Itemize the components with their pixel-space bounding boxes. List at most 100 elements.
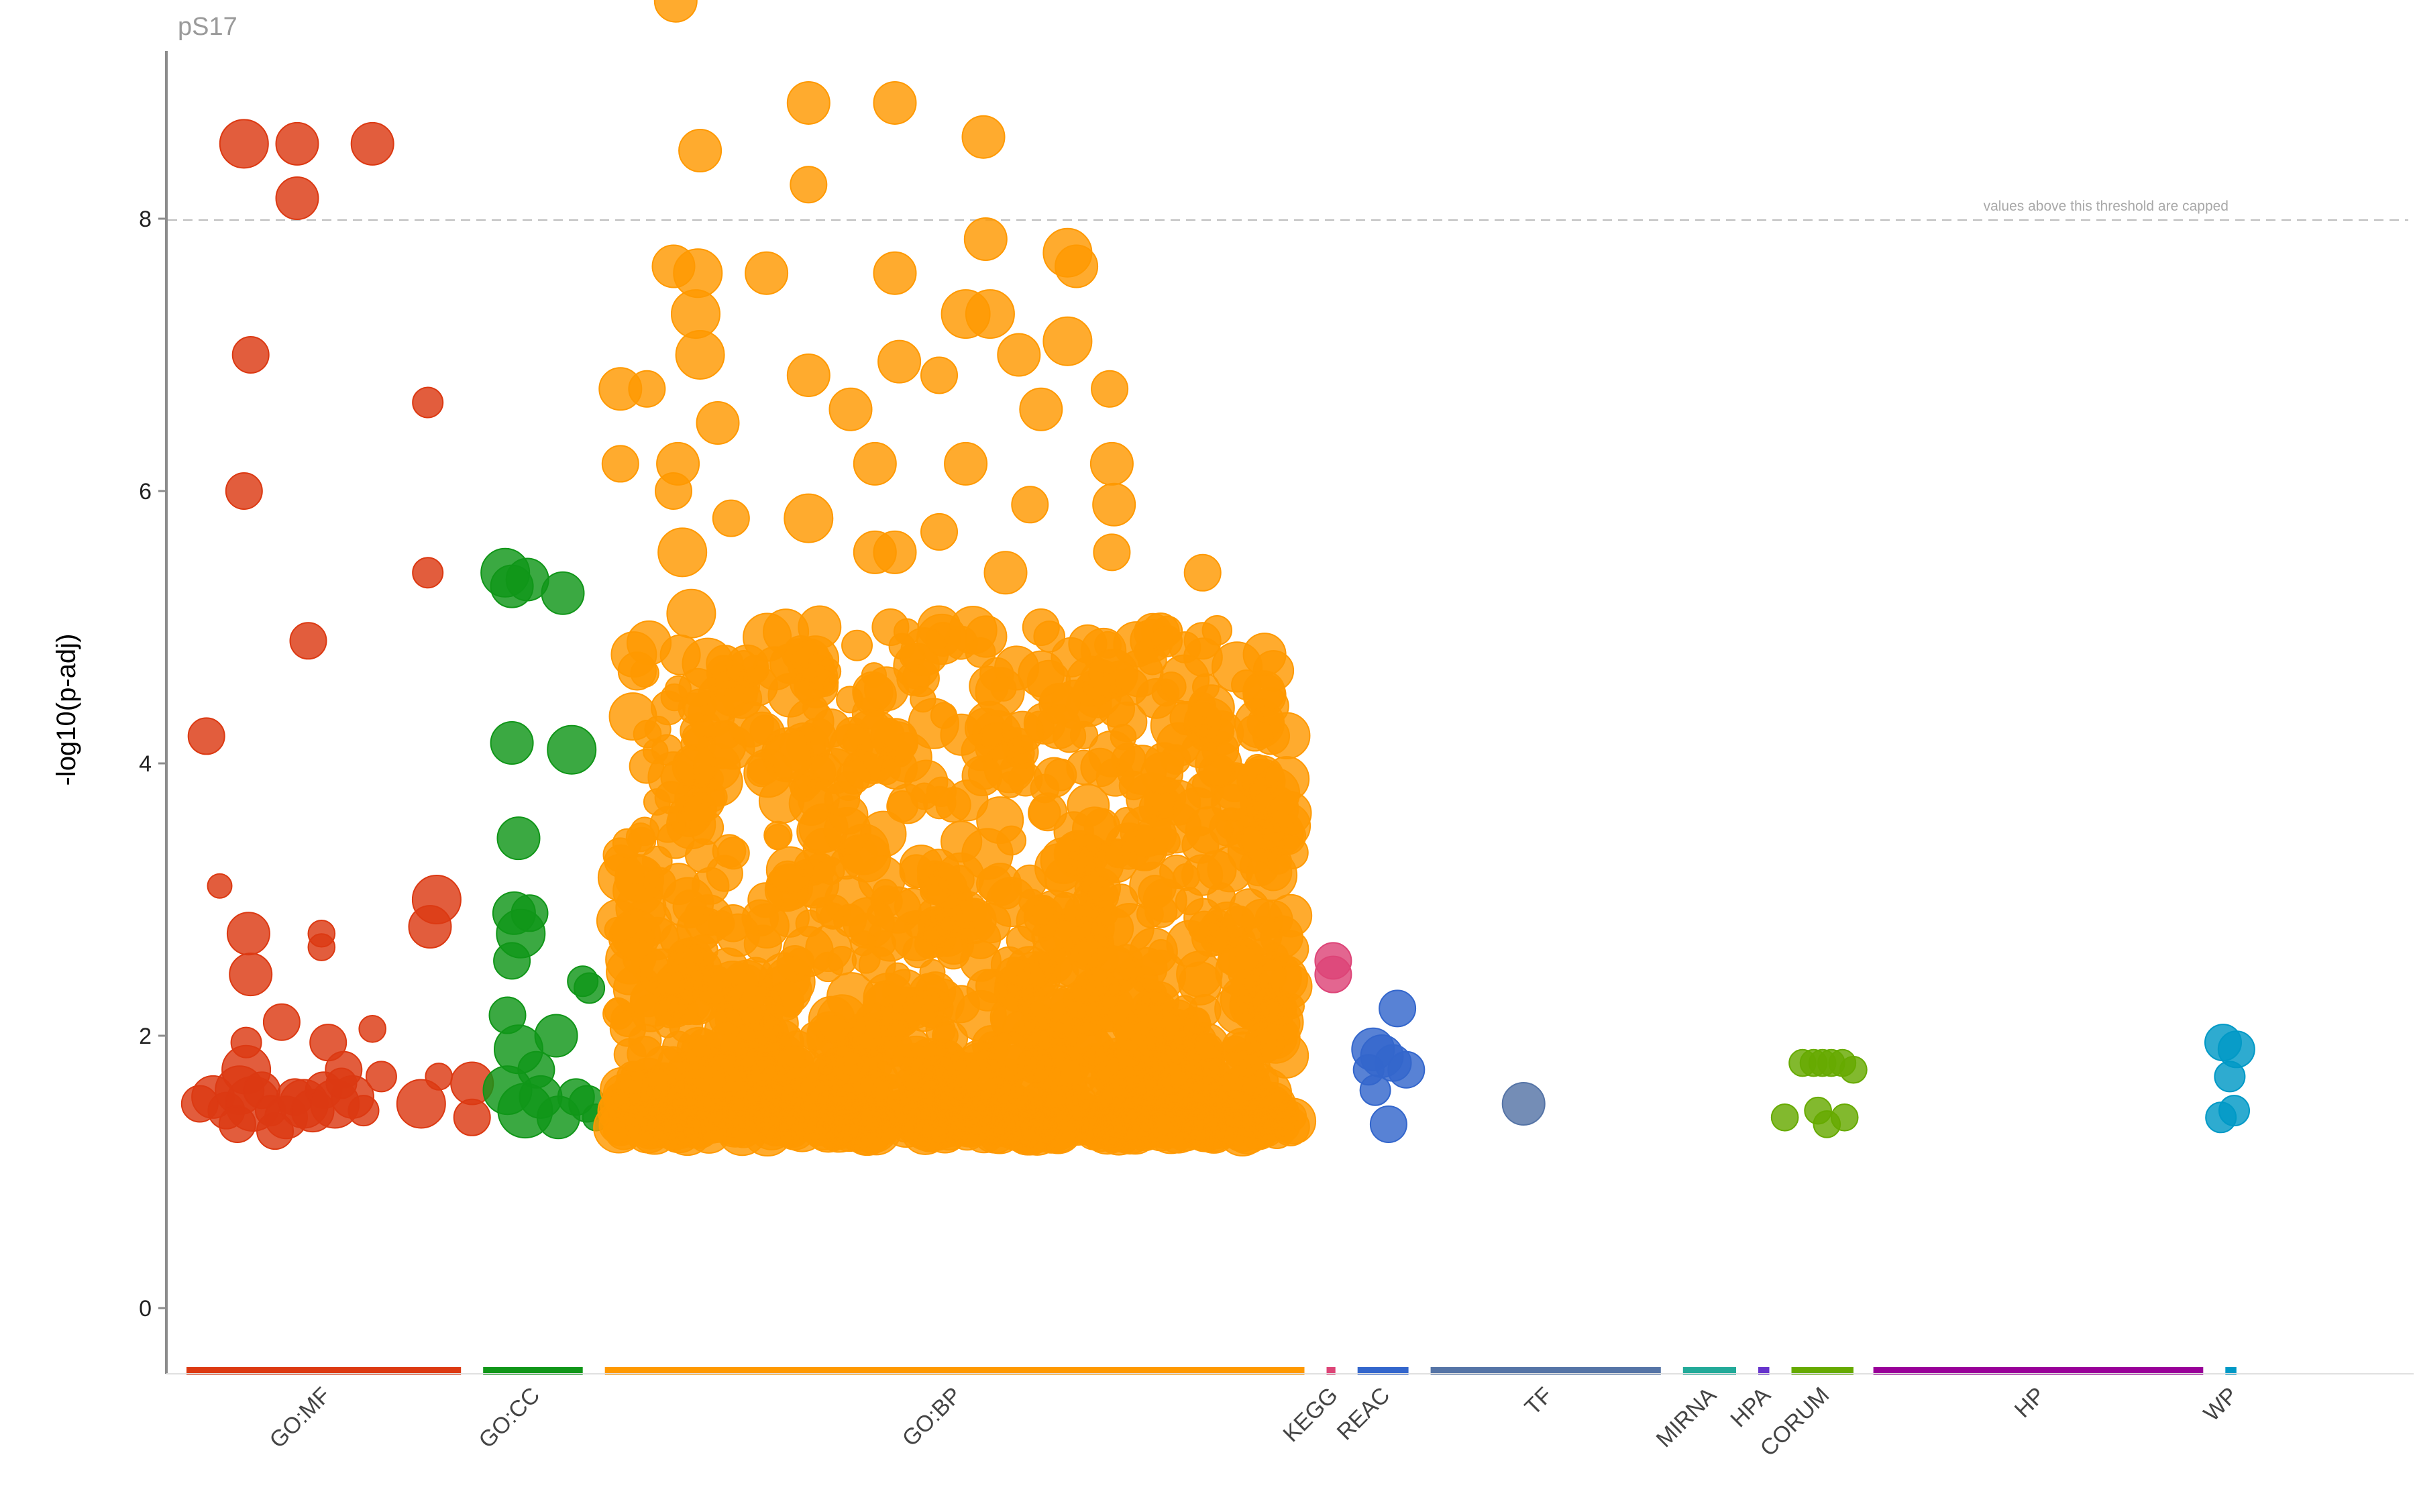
point[interactable] — [930, 901, 965, 935]
point[interactable] — [666, 588, 716, 639]
point[interactable] — [412, 386, 444, 419]
point[interactable] — [1830, 1103, 1859, 1132]
point[interactable] — [1144, 776, 1187, 819]
point[interactable] — [1001, 710, 1044, 754]
point[interactable] — [863, 666, 909, 712]
point[interactable] — [873, 530, 917, 574]
point[interactable] — [1059, 1053, 1100, 1095]
point[interactable] — [453, 1098, 491, 1136]
point[interactable] — [920, 512, 958, 551]
point[interactable] — [727, 701, 774, 748]
point[interactable] — [963, 217, 1008, 261]
point[interactable] — [1066, 978, 1112, 1023]
point[interactable] — [805, 925, 852, 973]
point[interactable] — [511, 894, 549, 932]
point[interactable] — [919, 875, 950, 906]
point[interactable] — [631, 993, 670, 1032]
point[interactable] — [1352, 1054, 1385, 1086]
point[interactable] — [596, 899, 640, 943]
point[interactable] — [325, 1067, 358, 1099]
point[interactable] — [712, 499, 750, 537]
point[interactable] — [1042, 316, 1093, 366]
point[interactable] — [832, 1099, 881, 1150]
point[interactable] — [1215, 945, 1267, 997]
point[interactable] — [786, 80, 830, 125]
point[interactable] — [910, 686, 936, 713]
point[interactable] — [275, 176, 319, 221]
point[interactable] — [1242, 670, 1286, 714]
point[interactable] — [1026, 1054, 1062, 1090]
point[interactable] — [976, 865, 1012, 902]
point[interactable] — [743, 612, 792, 662]
point[interactable] — [1152, 615, 1183, 647]
point[interactable] — [914, 928, 945, 959]
point[interactable] — [944, 441, 988, 486]
point[interactable] — [1033, 620, 1066, 653]
point[interactable] — [776, 945, 814, 983]
point[interactable] — [1770, 1103, 1799, 1132]
point[interactable] — [941, 820, 983, 863]
point[interactable] — [745, 251, 789, 295]
point[interactable] — [1110, 667, 1149, 706]
point[interactable] — [880, 1002, 918, 1039]
point[interactable] — [2218, 1095, 2250, 1127]
point[interactable] — [231, 336, 270, 374]
point[interactable] — [262, 1003, 301, 1041]
point[interactable] — [782, 638, 815, 671]
point[interactable] — [724, 980, 773, 1030]
point[interactable] — [1188, 993, 1222, 1028]
point[interactable] — [965, 289, 1015, 339]
point[interactable] — [1195, 740, 1242, 788]
point[interactable] — [886, 790, 918, 822]
point[interactable] — [979, 1095, 1032, 1148]
point[interactable] — [534, 1014, 578, 1058]
point[interactable] — [1187, 702, 1222, 738]
point[interactable] — [289, 622, 327, 660]
point[interactable] — [659, 634, 701, 676]
point[interactable] — [1379, 989, 1417, 1028]
point[interactable] — [408, 905, 452, 949]
point[interactable] — [1051, 892, 1080, 921]
point[interactable] — [932, 1022, 959, 1049]
point[interactable] — [696, 1050, 748, 1102]
point[interactable] — [920, 356, 958, 394]
point[interactable] — [601, 445, 639, 483]
point[interactable] — [961, 115, 1006, 159]
point[interactable] — [945, 865, 975, 895]
point[interactable] — [836, 686, 864, 714]
point[interactable] — [784, 493, 834, 543]
point[interactable] — [841, 629, 873, 661]
point[interactable] — [493, 942, 531, 980]
point[interactable] — [1183, 553, 1222, 592]
point[interactable] — [490, 721, 534, 765]
point[interactable] — [681, 1034, 712, 1065]
point[interactable] — [1501, 1082, 1546, 1126]
point[interactable] — [1023, 894, 1056, 926]
point[interactable] — [358, 1015, 387, 1043]
point[interactable] — [1119, 1047, 1150, 1078]
point[interactable] — [574, 972, 606, 1004]
point[interactable] — [712, 834, 747, 868]
point[interactable] — [833, 904, 867, 938]
point[interactable] — [808, 995, 855, 1043]
point[interactable] — [1040, 837, 1087, 884]
point[interactable] — [991, 999, 1036, 1044]
point[interactable] — [821, 1057, 862, 1098]
point[interactable] — [777, 1030, 817, 1070]
point[interactable] — [790, 166, 828, 204]
point[interactable] — [412, 557, 444, 589]
point[interactable] — [547, 724, 597, 775]
point[interactable] — [1089, 441, 1134, 486]
point[interactable] — [187, 717, 225, 755]
point[interactable] — [653, 0, 698, 23]
point[interactable] — [1181, 854, 1224, 896]
point[interactable] — [207, 873, 233, 899]
point[interactable] — [675, 330, 725, 380]
point[interactable] — [1093, 533, 1131, 572]
point[interactable] — [1176, 951, 1223, 997]
point[interactable] — [612, 828, 643, 859]
point[interactable] — [708, 910, 735, 938]
point[interactable] — [696, 401, 740, 445]
point[interactable] — [1185, 806, 1234, 855]
point[interactable] — [737, 1103, 769, 1135]
